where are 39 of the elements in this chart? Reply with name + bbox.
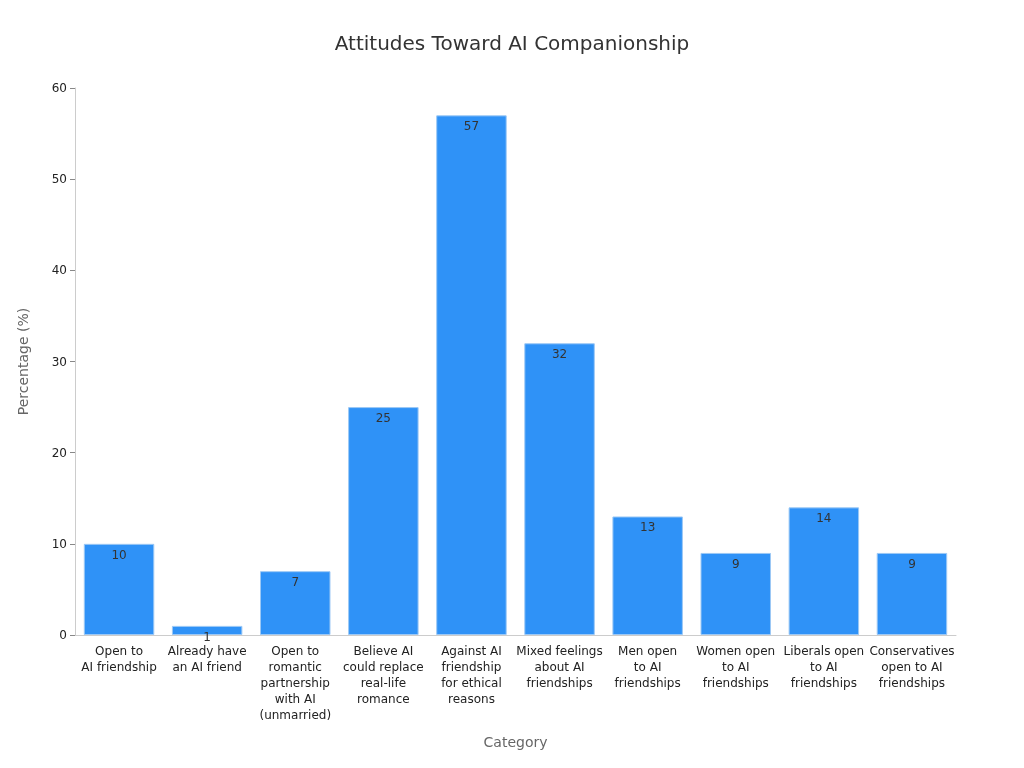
data-label: 14: [816, 511, 832, 526]
x-tick-label: Believe AI could replace real-life romance: [343, 644, 424, 706]
x-axis-title: Category: [483, 734, 548, 750]
y-tick-label: 60: [51, 81, 67, 95]
data-label: 9: [908, 556, 916, 571]
y-tick-label: 10: [51, 536, 67, 551]
bar: [876, 552, 948, 635]
y-tick-label: 50: [51, 172, 67, 187]
y-tick-label: 40: [51, 263, 67, 278]
x-tick-label: Men open to AI friendships: [614, 644, 681, 690]
bar: [348, 407, 419, 635]
data-label: 9: [731, 556, 740, 571]
bar: [83, 543, 155, 635]
x-tick-label: Conservatives open to AI friendships: [869, 644, 955, 690]
bar: [524, 343, 595, 635]
data-label: 32: [551, 347, 568, 362]
data-label: 13: [640, 520, 656, 535]
bar: [260, 571, 331, 635]
x-tick-label: Already have an AI friend: [167, 644, 247, 674]
y-tick-label: 30: [51, 354, 67, 369]
x-tick-label: Open to romantic partnership with AI (unmarried): [259, 644, 332, 722]
data-label: 10: [111, 547, 127, 562]
x-tick-label: Women open to AI friendships: [696, 644, 776, 690]
data-label: 7: [291, 575, 300, 590]
x-tick-label: Open to AI friendship: [81, 644, 157, 674]
data-label: 25: [375, 411, 391, 426]
y-axis-title: Percentage (%): [15, 307, 31, 416]
bar: [700, 552, 771, 635]
x-tick-label: Mixed feelings about AI friendships: [516, 644, 603, 690]
chart-title: Attitudes Toward AI Companionship: [334, 31, 690, 55]
x-tick-label: Liberals open to AI friendships: [783, 644, 865, 690]
y-tick-label: 20: [51, 445, 67, 460]
x-tick-label: Against AI friendship for ethical reasons: [441, 644, 502, 706]
data-label: 57: [463, 119, 480, 134]
bar: [788, 507, 860, 635]
bar: [436, 115, 507, 635]
bar: [612, 516, 683, 635]
y-tick-label: 0: [59, 628, 67, 642]
data-label: 1: [203, 629, 211, 644]
